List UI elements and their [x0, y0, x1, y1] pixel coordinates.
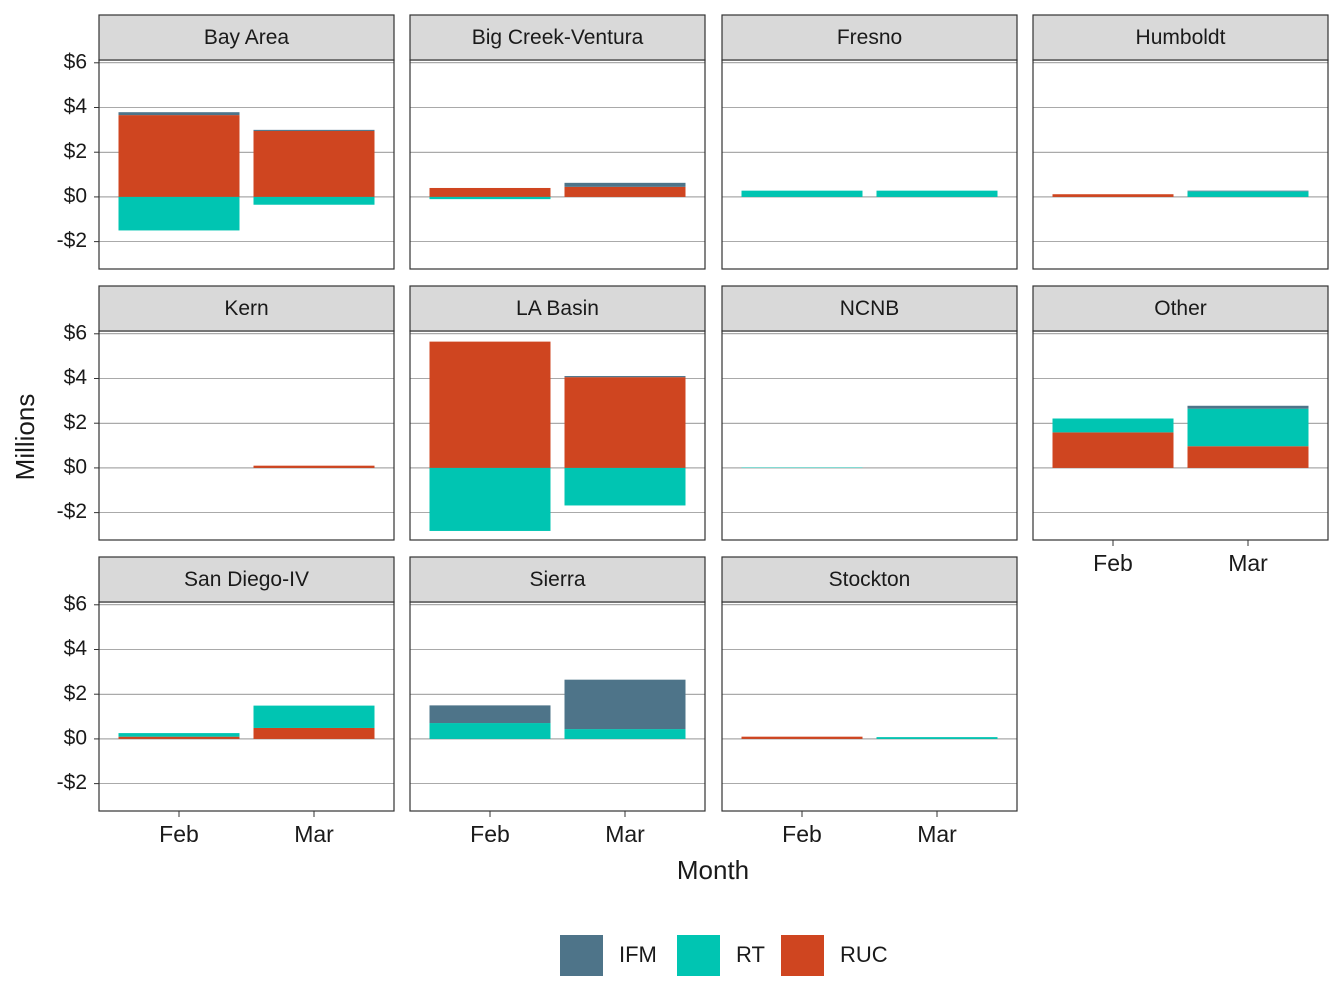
panel-background: [99, 331, 394, 540]
x-tick-label: Mar: [1228, 550, 1268, 576]
y-tick-label: $0: [64, 455, 87, 478]
panel-background: [722, 331, 1017, 540]
strip: [1032, 285, 1329, 332]
bar-segment: [429, 705, 551, 724]
strip-label: Other: [1154, 297, 1207, 320]
bar-segment: [429, 187, 551, 197]
bar-segment: [741, 190, 863, 197]
strip-label: NCNB: [840, 297, 900, 320]
legend-key: [677, 935, 720, 976]
strip-label: Fresno: [837, 26, 902, 49]
strip-label: Stockton: [829, 568, 911, 591]
bar-segment: [253, 196, 375, 205]
y-tick-label: $2: [64, 682, 87, 705]
bar-segment: [876, 737, 998, 739]
bar-segment: [253, 705, 375, 728]
strip: [1032, 14, 1329, 61]
panel-background: [1033, 60, 1328, 269]
x-tick-label: Feb: [782, 821, 822, 847]
x-tick-label: Mar: [294, 821, 334, 847]
bar-segment: [253, 465, 375, 468]
x-tick-label: Feb: [1093, 550, 1133, 576]
bar-segment: [253, 130, 375, 197]
legend-label: RT: [736, 942, 765, 967]
y-tick-label: $6: [64, 50, 87, 73]
x-tick-label: Feb: [470, 821, 510, 847]
y-tick-label: $0: [64, 726, 87, 749]
x-axis-title: Month: [677, 855, 749, 885]
bar-segment: [118, 115, 240, 197]
legend-key: [560, 935, 603, 976]
strip: [98, 285, 395, 332]
bar-segment: [1052, 432, 1174, 468]
bar-segment: [118, 196, 240, 231]
bar-segment: [741, 736, 863, 739]
y-tick-label: -$2: [57, 229, 87, 252]
strip-label: Kern: [224, 297, 268, 320]
strip: [409, 14, 706, 61]
bar-segment: [1052, 418, 1174, 433]
strip: [721, 14, 1018, 61]
x-tick-label: Feb: [159, 821, 199, 847]
legend-label: IFM: [619, 942, 657, 967]
panel-background: [410, 60, 705, 269]
y-tick-label: $6: [64, 592, 87, 615]
y-tick-label: $2: [64, 140, 87, 163]
strip: [98, 14, 395, 61]
bar-segment: [564, 186, 686, 197]
bar-segment: [118, 736, 240, 739]
panel-background: [722, 602, 1017, 811]
bar-segment: [1187, 405, 1309, 409]
y-axis-title: Millions: [10, 394, 40, 481]
y-tick-label: $6: [64, 321, 87, 344]
strip-label: Bay Area: [204, 26, 290, 49]
bar-segment: [564, 467, 686, 506]
strip-label: San Diego-IV: [184, 568, 309, 591]
bar-segment: [253, 727, 375, 739]
bar-segment: [564, 679, 686, 730]
bar-segment: [564, 182, 686, 187]
bar-segment: [429, 723, 551, 739]
bar-segment: [1187, 408, 1309, 447]
bar-segment: [429, 341, 551, 468]
legend-label: RUC: [840, 942, 888, 967]
bar-segment: [1052, 194, 1174, 197]
x-tick-label: Mar: [917, 821, 957, 847]
y-tick-label: $4: [64, 95, 88, 118]
strip: [409, 556, 706, 603]
strip-label: Sierra: [529, 568, 585, 591]
strip-label: Humboldt: [1136, 26, 1226, 49]
y-tick-label: $2: [64, 411, 87, 434]
bar-segment: [876, 190, 998, 197]
bar-segment: [1187, 446, 1309, 468]
strip: [98, 556, 395, 603]
bar-segment: [118, 112, 240, 116]
y-tick-label: $0: [64, 184, 87, 207]
bar-segment: [429, 196, 551, 200]
bar-segment: [564, 729, 686, 739]
bar-segment: [564, 377, 686, 468]
strip-label: Big Creek-Ventura: [472, 26, 644, 49]
y-tick-label: -$2: [57, 500, 87, 523]
bar-segment: [564, 376, 686, 378]
y-tick-label: $4: [64, 637, 88, 660]
x-tick-label: Mar: [605, 821, 645, 847]
strip-label: LA Basin: [516, 297, 599, 320]
legend-key: [781, 935, 824, 976]
bar-segment: [429, 467, 551, 531]
strip: [721, 556, 1018, 603]
strip: [409, 285, 706, 332]
y-tick-label: -$2: [57, 771, 87, 794]
bar-segment: [1187, 191, 1309, 197]
bar-segment: [118, 733, 240, 737]
bar-segment: [253, 129, 375, 131]
y-tick-label: $4: [64, 366, 88, 389]
strip: [721, 285, 1018, 332]
panel-background: [722, 60, 1017, 269]
bar-segment: [1187, 190, 1309, 192]
